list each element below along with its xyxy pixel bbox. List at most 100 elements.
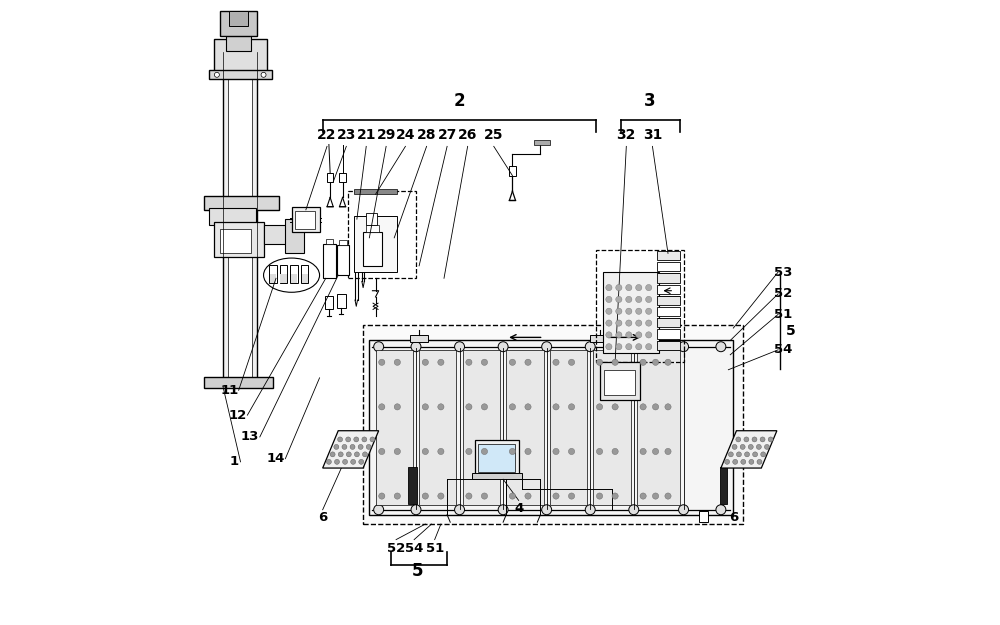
Bar bbox=[264, 226, 295, 244]
Bar bbox=[209, 208, 256, 226]
Circle shape bbox=[626, 296, 632, 302]
Text: 13: 13 bbox=[241, 431, 259, 444]
Bar bbox=[657, 251, 680, 260]
Bar bbox=[301, 265, 308, 282]
Circle shape bbox=[354, 437, 359, 442]
Circle shape bbox=[498, 342, 508, 352]
Bar bbox=[337, 245, 349, 275]
Text: 32: 32 bbox=[617, 128, 636, 142]
Circle shape bbox=[616, 284, 622, 291]
Circle shape bbox=[553, 359, 559, 366]
Circle shape bbox=[498, 505, 508, 515]
Circle shape bbox=[362, 437, 367, 442]
Text: 52: 52 bbox=[387, 542, 405, 556]
Circle shape bbox=[394, 359, 400, 366]
Text: 5: 5 bbox=[786, 324, 796, 338]
Circle shape bbox=[616, 320, 622, 326]
Circle shape bbox=[636, 308, 642, 314]
Circle shape bbox=[334, 444, 339, 449]
Circle shape bbox=[636, 344, 642, 350]
Circle shape bbox=[612, 493, 618, 499]
Circle shape bbox=[394, 493, 400, 499]
Circle shape bbox=[481, 404, 488, 410]
Bar bbox=[410, 335, 428, 342]
Circle shape bbox=[326, 459, 331, 464]
Bar bbox=[506, 350, 544, 506]
Bar bbox=[408, 467, 417, 504]
Circle shape bbox=[411, 505, 421, 515]
Bar bbox=[463, 350, 500, 506]
Bar bbox=[590, 335, 609, 342]
Circle shape bbox=[481, 493, 488, 499]
Circle shape bbox=[716, 505, 726, 515]
Circle shape bbox=[757, 459, 762, 464]
Circle shape bbox=[509, 404, 516, 410]
Bar bbox=[366, 226, 379, 232]
Bar bbox=[295, 211, 315, 229]
Bar bbox=[699, 511, 708, 522]
Text: 21: 21 bbox=[356, 128, 376, 142]
Circle shape bbox=[626, 320, 632, 326]
Circle shape bbox=[761, 452, 766, 457]
Bar bbox=[593, 350, 631, 506]
Circle shape bbox=[679, 342, 689, 352]
Circle shape bbox=[612, 359, 618, 366]
Circle shape bbox=[640, 404, 646, 410]
Circle shape bbox=[733, 459, 738, 464]
Bar bbox=[376, 350, 413, 506]
Bar bbox=[337, 294, 346, 308]
Circle shape bbox=[346, 437, 351, 442]
Bar bbox=[366, 213, 377, 226]
Bar bbox=[509, 166, 516, 176]
Circle shape bbox=[438, 493, 444, 499]
Text: 28: 28 bbox=[417, 128, 436, 142]
Circle shape bbox=[374, 505, 384, 515]
Circle shape bbox=[370, 437, 375, 442]
Circle shape bbox=[338, 437, 343, 442]
Circle shape bbox=[509, 493, 516, 499]
Bar bbox=[339, 173, 346, 182]
Bar bbox=[657, 273, 680, 282]
Circle shape bbox=[379, 404, 385, 410]
Text: 12: 12 bbox=[228, 409, 247, 422]
Polygon shape bbox=[721, 431, 777, 468]
Circle shape bbox=[568, 404, 575, 410]
Bar bbox=[603, 272, 659, 353]
Circle shape bbox=[553, 448, 559, 454]
Bar bbox=[604, 371, 635, 395]
Circle shape bbox=[728, 452, 733, 457]
Circle shape bbox=[606, 308, 612, 314]
Bar bbox=[290, 265, 298, 282]
Circle shape bbox=[741, 459, 746, 464]
Circle shape bbox=[732, 444, 737, 449]
Circle shape bbox=[379, 448, 385, 454]
Circle shape bbox=[646, 308, 652, 314]
Text: 1: 1 bbox=[229, 456, 238, 468]
Text: 53: 53 bbox=[774, 266, 792, 279]
Circle shape bbox=[525, 448, 531, 454]
Circle shape bbox=[509, 448, 516, 454]
Circle shape bbox=[745, 452, 750, 457]
Bar bbox=[363, 232, 382, 266]
Circle shape bbox=[455, 342, 465, 352]
Circle shape bbox=[422, 493, 428, 499]
Circle shape bbox=[679, 505, 689, 515]
Circle shape bbox=[665, 448, 671, 454]
Circle shape bbox=[350, 444, 355, 449]
Circle shape bbox=[343, 459, 348, 464]
Bar bbox=[280, 274, 287, 282]
Bar bbox=[220, 229, 251, 253]
Circle shape bbox=[346, 452, 351, 457]
Text: 54: 54 bbox=[405, 542, 423, 556]
Circle shape bbox=[740, 444, 745, 449]
Circle shape bbox=[568, 493, 575, 499]
Circle shape bbox=[764, 444, 769, 449]
Circle shape bbox=[636, 320, 642, 326]
Circle shape bbox=[379, 359, 385, 366]
Bar bbox=[720, 467, 727, 504]
Circle shape bbox=[652, 404, 659, 410]
Circle shape bbox=[652, 448, 659, 454]
Circle shape bbox=[379, 493, 385, 499]
Circle shape bbox=[640, 359, 646, 366]
Bar bbox=[472, 473, 522, 479]
